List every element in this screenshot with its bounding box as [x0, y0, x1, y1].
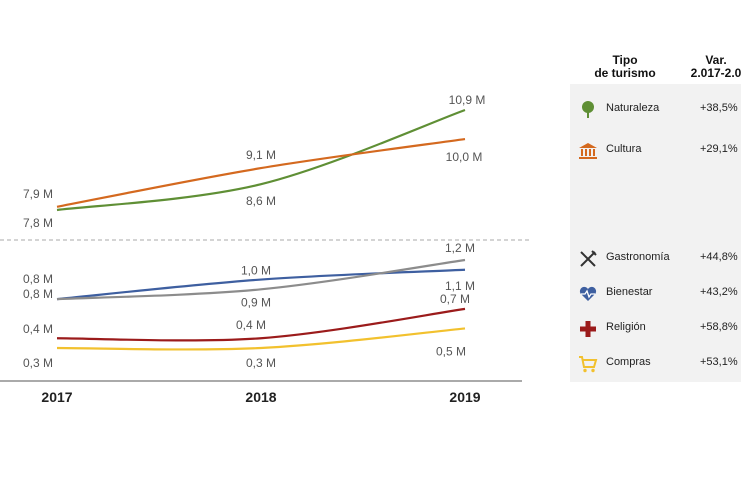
- data-label-cultura-2019: 10,0 M: [446, 150, 483, 164]
- data-label-religion-2019: 0,7 M: [440, 292, 470, 306]
- data-label-bienestar-2017: 0,8 M: [23, 287, 53, 301]
- fork-knife-icon: [578, 249, 598, 269]
- legend-variation: +53,1%: [700, 356, 738, 368]
- data-labels: 7,8 M 8,6 M 10,9 M 7,9 M 9,1 M 10,0 M 0,8 M 1,0…: [23, 93, 485, 370]
- cross-icon: [578, 319, 598, 339]
- legend-name: Bienestar: [606, 286, 653, 298]
- legend-name: Religión: [606, 321, 646, 333]
- data-label-naturaleza-2019: 10,9 M: [449, 93, 486, 107]
- data-label-cultura-2018: 9,1 M: [246, 148, 276, 162]
- series-lines: [56, 108, 466, 351]
- legend-table-panel: [570, 84, 741, 382]
- shopping-cart-icon: [578, 354, 598, 374]
- data-label-gastronomia-2017: 0,8 M: [23, 272, 53, 286]
- series-line-cultura: [56, 137, 466, 208]
- data-label-religion-2017: 0,4 M: [23, 322, 53, 336]
- x-tick-label-2019: 2019: [449, 389, 480, 405]
- x-tick-label-2017: 2017: [41, 389, 72, 405]
- legend-name: Cultura: [606, 143, 642, 155]
- legend-name: Compras: [606, 356, 651, 368]
- series-line-naturaleza: [56, 108, 466, 212]
- legend-row-compras: Compras +53,1%: [570, 352, 741, 376]
- legend-row-cultura: Cultura +29,1%: [570, 139, 741, 163]
- header-variacion: Var. 2.017-2.0: [690, 53, 741, 80]
- legend-row-religion: Religión +58,8%: [570, 317, 741, 341]
- header-tipo: Tipo de turismo: [594, 53, 656, 80]
- x-tick-label-2018: 2018: [245, 389, 276, 405]
- series-line-gastronomia: [56, 268, 466, 301]
- legend-row-gastronomia: Gastronomía +44,8%: [570, 247, 741, 271]
- series-line-bienestar: [56, 258, 466, 301]
- data-label-naturaleza-2018: 8,6 M: [246, 194, 276, 208]
- data-label-compras-2017: 0,3 M: [23, 356, 53, 370]
- data-label-bienestar-2018: 0,9 M: [241, 295, 271, 309]
- data-label-naturaleza-2017: 7,8 M: [23, 216, 53, 230]
- legend-variation: +58,8%: [700, 321, 738, 333]
- data-label-cultura-2017: 7,9 M: [23, 187, 53, 201]
- data-label-bienestar-2019: 1,2 M: [445, 241, 475, 255]
- data-label-gastronomia-2018: 1,0 M: [241, 264, 271, 278]
- museum-icon: [578, 141, 598, 161]
- tree-icon: [578, 100, 598, 120]
- legend-name: Gastronomía: [606, 251, 670, 263]
- x-axis-ticks: 2017 2018 2019: [41, 389, 480, 405]
- data-label-compras-2018: 0,3 M: [246, 356, 276, 370]
- data-label-compras-2019: 0,5 M: [436, 344, 466, 358]
- legend-variation: +29,1%: [700, 143, 738, 155]
- data-label-gastronomia-2019: 1,1 M: [445, 279, 475, 293]
- heart-pulse-icon: [578, 284, 598, 304]
- legend-row-naturaleza: Naturaleza +38,5%: [570, 98, 741, 122]
- legend-variation: +43,2%: [700, 286, 738, 298]
- legend-name: Naturaleza: [606, 102, 660, 114]
- legend-row-bienestar: Bienestar +43,2%: [570, 282, 741, 306]
- series-line-religion: [56, 307, 466, 342]
- legend-variation: +38,5%: [700, 102, 738, 114]
- series-line-compras: [56, 327, 466, 351]
- legend-variation: +44,8%: [700, 251, 738, 263]
- data-label-religion-2018: 0,4 M: [236, 318, 266, 332]
